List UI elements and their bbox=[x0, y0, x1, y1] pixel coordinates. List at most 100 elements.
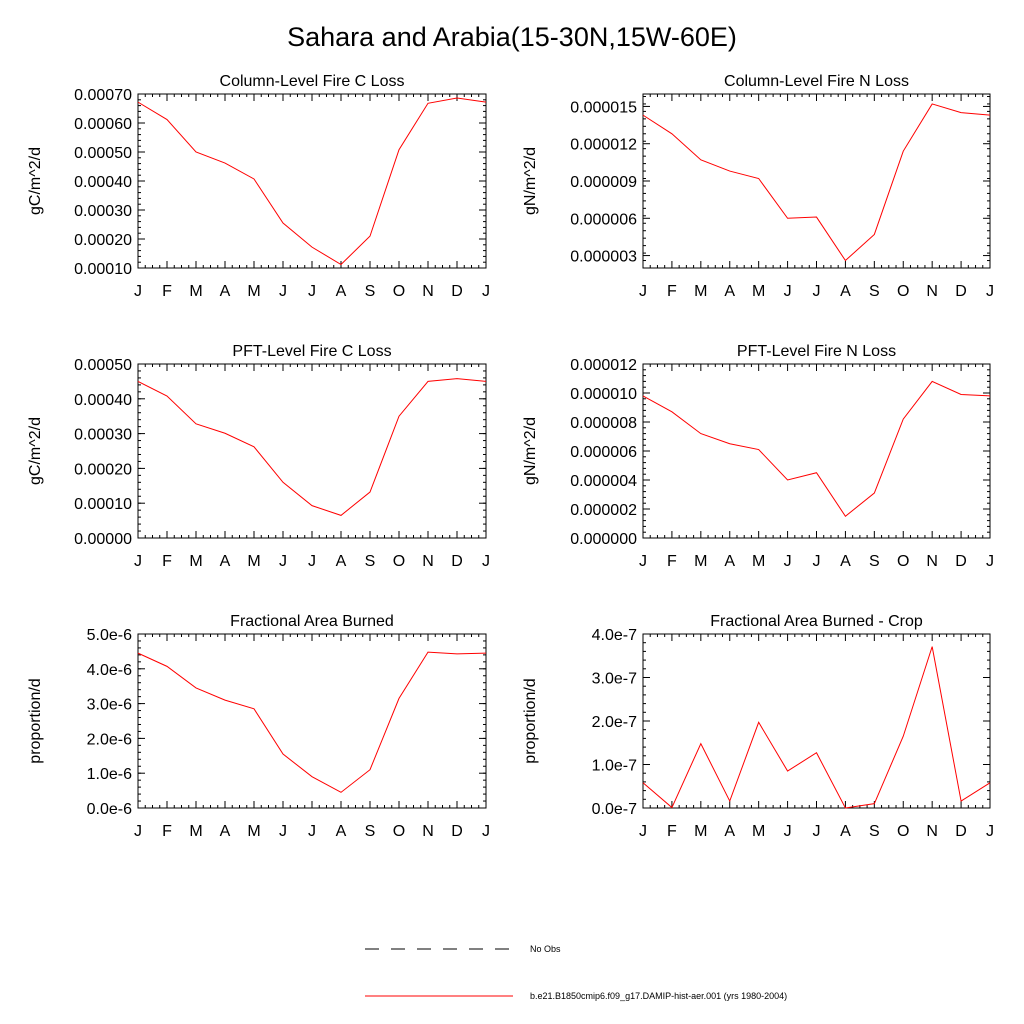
y-tick-label: 5.0e-6 bbox=[87, 627, 132, 644]
x-tick-label: M bbox=[189, 823, 202, 840]
y-tick-label: 0.000008 bbox=[570, 415, 637, 432]
x-tick-label: F bbox=[667, 283, 677, 300]
x-tick-label: D bbox=[451, 553, 463, 570]
x-tick-label: J bbox=[279, 283, 287, 300]
series-line-1 bbox=[642, 646, 991, 809]
y-tick-label: 0.00070 bbox=[74, 87, 132, 104]
y-tick-label: 0.000002 bbox=[570, 502, 637, 519]
x-tick-label: O bbox=[897, 553, 909, 570]
y-tick-label: 0.00000 bbox=[74, 531, 132, 548]
y-tick-label: 3.0e-6 bbox=[87, 697, 132, 714]
x-tick-label: A bbox=[336, 553, 347, 570]
x-tick-label: J bbox=[308, 283, 316, 300]
chart-title: Fractional Area Burned - Crop bbox=[710, 613, 923, 630]
x-tick-label: J bbox=[482, 283, 490, 300]
x-tick-label: N bbox=[422, 283, 434, 300]
x-tick-label: A bbox=[840, 283, 851, 300]
x-tick-label: A bbox=[840, 823, 851, 840]
series-line-1 bbox=[137, 97, 487, 266]
y-tick-label: 0.000004 bbox=[570, 473, 637, 490]
y-tick-label: 0.000006 bbox=[570, 211, 637, 228]
y-tick-label: 0.000009 bbox=[570, 174, 637, 191]
x-tick-label: J bbox=[482, 823, 490, 840]
y-tick-label: 1.0e-6 bbox=[87, 766, 132, 783]
x-tick-label: J bbox=[639, 553, 647, 570]
x-tick-label: N bbox=[422, 823, 434, 840]
y-tick-label: 2.0e-7 bbox=[592, 714, 637, 731]
y-tick-label: 0.00060 bbox=[74, 116, 132, 133]
y-tick-label: 2.0e-6 bbox=[87, 731, 132, 748]
y-tick-label: 0.00050 bbox=[74, 145, 132, 162]
x-tick-label: J bbox=[134, 823, 142, 840]
y-tick-label: 0.00030 bbox=[74, 427, 132, 444]
x-tick-label: J bbox=[134, 553, 142, 570]
series-line-1 bbox=[642, 380, 991, 517]
series-line-1 bbox=[137, 651, 487, 793]
y-tick-label: 0.00020 bbox=[74, 232, 132, 249]
y-tick-label: 0.000006 bbox=[570, 444, 637, 461]
y-tick-label: 0.00040 bbox=[74, 392, 132, 409]
y-tick-label: 4.0e-7 bbox=[592, 627, 637, 644]
x-tick-label: J bbox=[482, 553, 490, 570]
y-tick-label: 0.000003 bbox=[570, 249, 637, 266]
plot-frame bbox=[642, 93, 991, 269]
y-tick-label: 0.0e-6 bbox=[87, 801, 132, 818]
plot-frame bbox=[642, 363, 991, 539]
y-tick-label: 3.0e-7 bbox=[592, 671, 637, 688]
x-tick-label: J bbox=[986, 553, 994, 570]
series-line-1 bbox=[137, 378, 487, 516]
y-axis-label: gC/m^2/d bbox=[27, 147, 44, 215]
y-tick-label: 0.00010 bbox=[74, 496, 132, 513]
x-tick-label: F bbox=[162, 823, 172, 840]
y-tick-label: 0.000012 bbox=[570, 357, 637, 374]
x-tick-label: J bbox=[813, 553, 821, 570]
chart-title: Fractional Area Burned bbox=[230, 613, 394, 630]
x-tick-label: A bbox=[336, 283, 347, 300]
y-axis-label: proportion/d bbox=[522, 678, 539, 763]
legend-label-1: No Obs bbox=[530, 944, 561, 954]
x-tick-label: J bbox=[986, 283, 994, 300]
x-tick-label: N bbox=[926, 823, 938, 840]
x-tick-label: J bbox=[308, 823, 316, 840]
page-title: Sahara and Arabia(15-30N,15W-60E) bbox=[287, 22, 737, 52]
y-axis-label: gC/m^2/d bbox=[27, 417, 44, 485]
plot-frame bbox=[642, 633, 991, 809]
x-tick-label: F bbox=[667, 553, 677, 570]
x-tick-label: A bbox=[220, 553, 231, 570]
x-tick-label: O bbox=[393, 553, 405, 570]
x-tick-label: J bbox=[639, 823, 647, 840]
chart-title: PFT-Level Fire C Loss bbox=[232, 343, 391, 360]
y-tick-label: 0.0e-7 bbox=[592, 801, 637, 818]
x-tick-label: A bbox=[336, 823, 347, 840]
x-tick-label: M bbox=[694, 283, 707, 300]
x-tick-label: M bbox=[189, 553, 202, 570]
y-tick-label: 0.00030 bbox=[74, 203, 132, 220]
x-tick-label: J bbox=[784, 553, 792, 570]
chart-title: PFT-Level Fire N Loss bbox=[737, 343, 896, 360]
x-tick-label: J bbox=[784, 283, 792, 300]
legend-label-2: b.e21.B1850cmip6.f09_g17.DAMIP-hist-aer.… bbox=[530, 991, 787, 1001]
plot-frame bbox=[137, 363, 487, 539]
chart-title: Column-Level Fire C Loss bbox=[220, 73, 405, 90]
x-tick-label: A bbox=[724, 823, 735, 840]
x-tick-label: D bbox=[955, 553, 967, 570]
x-tick-label: O bbox=[393, 823, 405, 840]
y-tick-label: 1.0e-7 bbox=[592, 758, 637, 775]
x-tick-label: M bbox=[694, 823, 707, 840]
x-tick-label: J bbox=[813, 283, 821, 300]
y-tick-label: 0.00020 bbox=[74, 461, 132, 478]
x-tick-label: N bbox=[926, 283, 938, 300]
x-tick-label: M bbox=[694, 553, 707, 570]
x-tick-label: N bbox=[926, 553, 938, 570]
x-tick-label: S bbox=[869, 553, 880, 570]
x-tick-label: M bbox=[247, 283, 260, 300]
x-tick-label: M bbox=[247, 823, 260, 840]
x-tick-label: J bbox=[279, 823, 287, 840]
y-axis-label: gN/m^2/d bbox=[522, 417, 539, 485]
y-tick-label: 0.000012 bbox=[570, 137, 637, 154]
x-tick-label: J bbox=[813, 823, 821, 840]
legend: No Obs b.e21.B1850cmip6.f09_g17.DAMIP-his… bbox=[365, 944, 787, 1001]
